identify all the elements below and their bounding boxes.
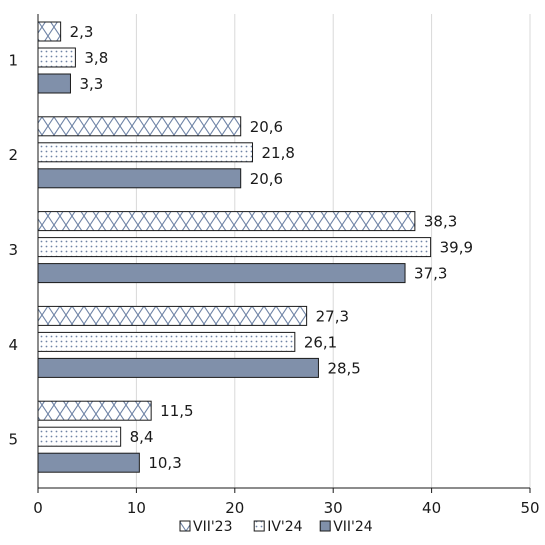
bar	[37, 211, 416, 232]
x-tick-label: 20	[225, 499, 244, 517]
category-label: 4	[8, 336, 18, 354]
data-label: 37,3	[414, 265, 447, 283]
data-label: 10,3	[148, 454, 181, 472]
bar	[37, 357, 319, 378]
data-label: 21,8	[262, 144, 295, 162]
x-tick-label: 30	[324, 499, 343, 517]
bar	[37, 331, 296, 352]
bar	[37, 400, 152, 421]
legend-swatch	[319, 520, 331, 532]
bar	[37, 21, 62, 42]
legend-label: VII'23	[193, 519, 233, 535]
x-tick-label: 50	[520, 499, 539, 517]
bar	[37, 142, 254, 163]
bar	[37, 452, 140, 473]
x-tick-label: 10	[127, 499, 146, 517]
bar	[37, 426, 122, 447]
axes	[37, 14, 531, 493]
data-label: 28,5	[327, 359, 360, 377]
data-label: 20,6	[250, 118, 283, 136]
category-label: 5	[8, 431, 18, 449]
data-label: 3,8	[84, 49, 108, 67]
bar	[37, 47, 76, 68]
bar	[37, 237, 432, 258]
legend-swatch	[253, 520, 265, 532]
data-label: 26,1	[304, 333, 337, 351]
bar	[37, 168, 242, 189]
data-label: 27,3	[316, 307, 349, 325]
legend-swatch	[179, 520, 191, 532]
bars	[37, 21, 432, 473]
legend-label: VII'24	[333, 519, 373, 535]
data-label: 8,4	[130, 428, 154, 446]
bar	[37, 305, 308, 326]
x-tick-label: 40	[422, 499, 441, 517]
legend: VII'23 IV'24 VII'24	[179, 519, 373, 535]
data-label: 3,3	[79, 75, 103, 93]
legend-label: IV'24	[267, 519, 302, 535]
category-label: 2	[8, 146, 18, 164]
labels: 2,3 3,8 3,3 1 20,6 21,8 20,6 2 38,3 39,9 37,3 3 27,3…	[8, 23, 539, 517]
data-label: 11,5	[160, 402, 193, 420]
bar	[37, 263, 406, 284]
bar	[37, 73, 71, 94]
category-label: 3	[8, 241, 18, 259]
data-label: 38,3	[424, 213, 457, 231]
category-label: 1	[8, 51, 18, 69]
data-label: 39,9	[440, 239, 473, 257]
data-label: 2,3	[70, 23, 94, 41]
data-label: 20,6	[250, 170, 283, 188]
x-tick-label: 0	[33, 499, 43, 517]
bar	[37, 116, 242, 137]
